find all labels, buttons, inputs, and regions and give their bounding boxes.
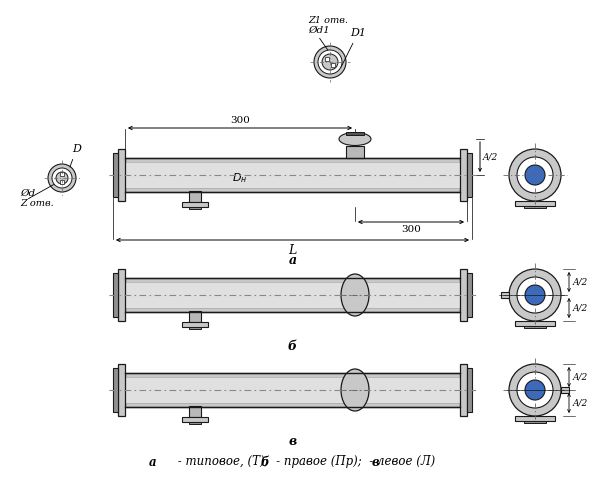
Polygon shape (189, 207, 201, 209)
Polygon shape (125, 377, 460, 403)
Text: A/2: A/2 (573, 398, 588, 408)
Text: $D_н$: $D_н$ (232, 171, 247, 185)
Polygon shape (189, 311, 201, 322)
Circle shape (48, 164, 76, 192)
Polygon shape (113, 368, 118, 412)
Circle shape (525, 380, 545, 400)
Polygon shape (125, 373, 460, 407)
Polygon shape (182, 202, 208, 207)
Polygon shape (189, 191, 201, 202)
Polygon shape (467, 368, 472, 412)
Text: в: в (371, 456, 379, 468)
Polygon shape (118, 149, 125, 201)
Circle shape (509, 269, 561, 321)
Polygon shape (501, 292, 509, 298)
Text: Ød1: Ød1 (308, 26, 330, 35)
Polygon shape (189, 327, 201, 329)
Text: а: а (149, 456, 157, 468)
Text: б: б (288, 340, 297, 353)
Polygon shape (524, 421, 546, 423)
Text: A/2: A/2 (483, 153, 498, 161)
Circle shape (517, 157, 553, 193)
Bar (331, 63, 335, 67)
Polygon shape (125, 282, 460, 308)
Text: D: D (70, 144, 81, 167)
Bar (60, 180, 64, 184)
Polygon shape (125, 162, 460, 188)
Text: D1: D1 (341, 28, 366, 68)
Polygon shape (524, 326, 546, 328)
Polygon shape (515, 321, 555, 326)
Text: A/2: A/2 (573, 372, 588, 382)
Circle shape (52, 168, 72, 188)
Polygon shape (460, 149, 467, 201)
Text: Ød: Ød (20, 189, 35, 198)
Polygon shape (182, 417, 208, 422)
Text: A/2: A/2 (573, 303, 588, 312)
Polygon shape (561, 387, 569, 393)
Text: L: L (289, 244, 297, 257)
Polygon shape (346, 146, 364, 158)
Polygon shape (515, 416, 555, 421)
Text: в: в (289, 435, 297, 448)
Polygon shape (182, 322, 208, 327)
Circle shape (509, 149, 561, 201)
Polygon shape (346, 132, 364, 135)
Polygon shape (524, 206, 546, 208)
Circle shape (525, 285, 545, 305)
Ellipse shape (339, 132, 371, 145)
Text: Z отв.: Z отв. (20, 199, 54, 208)
Polygon shape (467, 273, 472, 317)
Circle shape (509, 364, 561, 416)
Text: Z1 отв.: Z1 отв. (308, 16, 348, 25)
Polygon shape (113, 273, 118, 317)
Polygon shape (118, 269, 125, 321)
Circle shape (517, 372, 553, 408)
Polygon shape (113, 153, 118, 197)
Circle shape (314, 46, 346, 78)
Circle shape (322, 54, 338, 70)
Polygon shape (460, 364, 467, 416)
Polygon shape (118, 364, 125, 416)
Bar (325, 57, 329, 61)
Polygon shape (467, 153, 472, 197)
Circle shape (517, 277, 553, 313)
Circle shape (318, 50, 342, 74)
Circle shape (56, 172, 68, 184)
Polygon shape (460, 269, 467, 321)
Polygon shape (189, 422, 201, 424)
Polygon shape (125, 278, 460, 312)
Text: - типовое, (Т);  - правое (Пр);  - левое (Л): - типовое, (Т); - правое (Пр); - левое (… (174, 456, 435, 468)
Text: A/2: A/2 (573, 277, 588, 287)
Text: а: а (289, 254, 297, 267)
Ellipse shape (341, 369, 369, 411)
Polygon shape (189, 406, 201, 417)
Bar (60, 172, 64, 176)
Circle shape (525, 165, 545, 185)
Text: б: б (261, 456, 270, 468)
Polygon shape (515, 201, 555, 206)
Polygon shape (125, 158, 460, 192)
Ellipse shape (341, 274, 369, 316)
Text: 300: 300 (401, 225, 421, 234)
Text: 300: 300 (230, 116, 250, 125)
